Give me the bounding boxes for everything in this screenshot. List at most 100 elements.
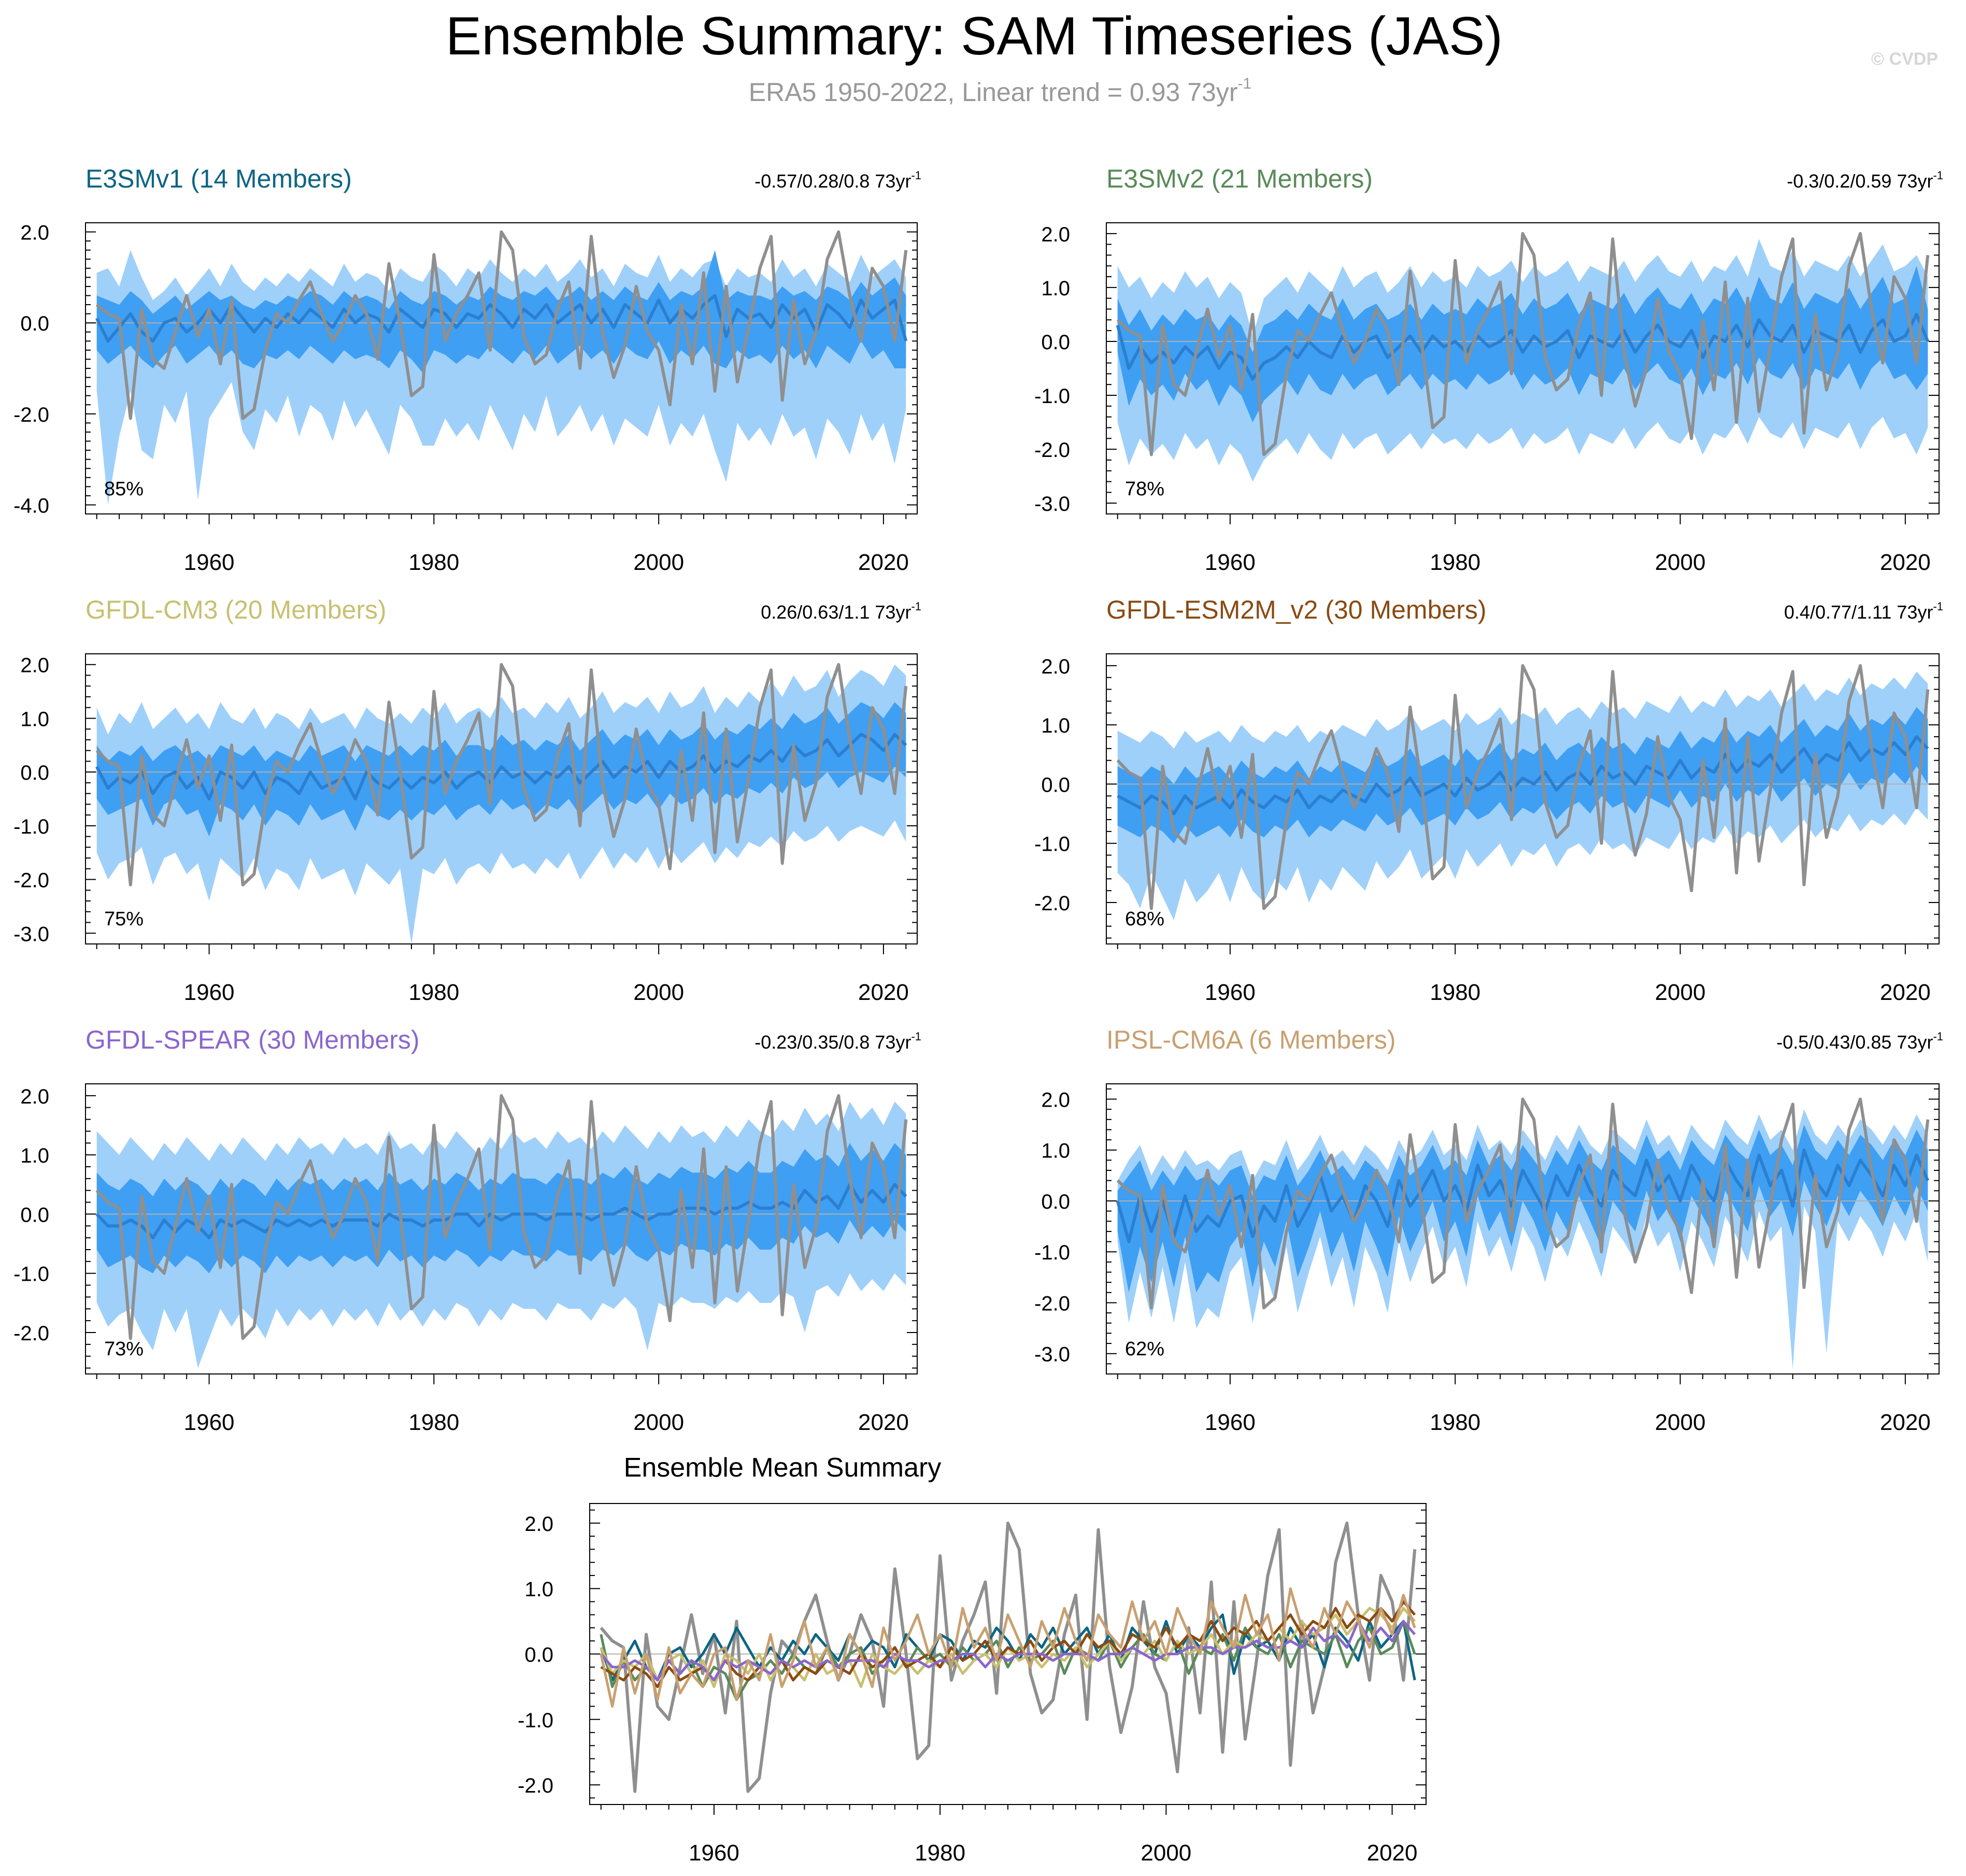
y-tick-label: 1.0 [20, 708, 49, 731]
y-tick-label: 1.0 [1041, 1140, 1070, 1163]
ensemble-mean-line [95, 733, 907, 800]
y-tick-label: 0.0 [20, 762, 49, 784]
panel-gfdl-esm2m-v2: 2.0 1.0 0.0 -1.0 -2.0 1960 1980 2000 2020 GFDL-ES… [1034, 595, 1943, 1005]
x-tick-label: 2000 [633, 1410, 684, 1435]
panel-gfdl-spear: 2.0 1.0 0.0 -1.0 -2.0 1960 1980 2000 2020 GFDL-SP… [13, 1025, 921, 1435]
x-tick-label: 2020 [1880, 980, 1931, 1005]
x-tick-label: 1960 [184, 550, 235, 575]
trend-range-text: 0.26/0.63/1.1 73yr [761, 602, 911, 623]
y-tick-label: 1.0 [20, 1144, 49, 1167]
x-tick-label: 2020 [1367, 1840, 1418, 1866]
trend-range-text: -0.57/0.28/0.8 73yr [754, 170, 911, 192]
x-tick-label: 2000 [1655, 1410, 1706, 1435]
y-tick-label: 0.0 [20, 1204, 49, 1226]
y-tick-label: -3.0 [13, 923, 49, 946]
y-tick-label: 1.0 [1041, 277, 1070, 300]
y-tick-label: 2.0 [20, 654, 49, 677]
inner-spread-band [1117, 1124, 1928, 1293]
inner-spread-band [96, 250, 906, 373]
x-tick-label: 1980 [915, 1840, 965, 1866]
percent-within-spread-label: 68% [1125, 908, 1164, 930]
panel-e3smv2: 2.0 1.0 0.0 -1.0 -2.0 -3.0 1960 1980 2000 2020 E3S… [1034, 164, 1943, 575]
percent-within-spread-label: 78% [1125, 478, 1164, 500]
trend-range-label: 0.26/0.63/1.1 73yr-1 [761, 600, 921, 623]
y-tick-label: 2.0 [524, 1513, 553, 1536]
figure-subtitle-superscript: -1 [1238, 75, 1252, 92]
trend-range-superscript: -1 [911, 600, 921, 613]
y-tick-label: -2.0 [518, 1774, 553, 1797]
x-tick-label: 2000 [633, 550, 684, 575]
x-tick-label: 2020 [858, 980, 909, 1005]
x-tick-label: 2020 [1880, 550, 1931, 575]
trend-range-text: 0.4/0.77/1.11 73yr [1784, 602, 1933, 623]
x-tick-label: 1960 [1205, 1410, 1256, 1435]
y-tick-label: -1.0 [1034, 385, 1070, 408]
panel-ipsl-cm6a: 2.0 1.0 0.0 -1.0 -2.0 -3.0 1960 1980 2000 2020 IPS… [1034, 1025, 1943, 1435]
x-tick-label: 1980 [1430, 550, 1480, 575]
figure-subtitle-text: ERA5 1950-2022, Linear trend = 0.93 73yr [749, 78, 1238, 107]
credit-watermark: © CVDP [1871, 49, 1938, 69]
ensemble-mean-line [1116, 1148, 1930, 1243]
trend-range-text: -0.5/0.43/0.85 73yr [1776, 1032, 1933, 1053]
panel-title: E3SMv2 (21 Members) [1106, 164, 1373, 193]
x-tick-label: 1960 [184, 1410, 235, 1435]
x-tick-label: 1960 [689, 1840, 739, 1866]
x-tick-label: 1980 [408, 1410, 459, 1435]
y-tick-label: -1.0 [518, 1709, 553, 1732]
observation-line [1116, 664, 1930, 910]
y-tick-label: -2.0 [1034, 439, 1070, 462]
inner-spread-band [1117, 707, 1928, 843]
y-tick-label: -3.0 [1034, 1343, 1070, 1366]
trend-range-superscript: -1 [1933, 1030, 1943, 1043]
panel-e3smv1: 2.0 0.0 -2.0 -4.0 1960 1980 2000 2020 E3SMv1 (14… [13, 164, 921, 575]
y-tick-label: 1.0 [524, 1578, 553, 1601]
y-tick-label: -3.0 [1034, 493, 1070, 515]
y-tick-label: 0.0 [1041, 1191, 1070, 1213]
panel-title: GFDL-ESM2M_v2 (30 Members) [1106, 595, 1487, 624]
percent-within-spread-label: 75% [104, 908, 144, 930]
x-tick-label: 1960 [1205, 980, 1256, 1005]
x-tick-label: 1980 [1430, 980, 1480, 1005]
x-tick-label: 2000 [1655, 550, 1706, 575]
ensemble-mean-line [95, 1183, 907, 1240]
series-line-ipsl-cm6a [600, 1587, 1416, 1708]
panel-title: E3SMv1 (14 Members) [86, 164, 352, 193]
y-tick-label: -1.0 [1034, 1241, 1070, 1264]
y-tick-label: 2.0 [20, 222, 49, 245]
x-tick-label: 1980 [1430, 1410, 1480, 1435]
inner-spread-band [96, 1143, 906, 1273]
y-tick-label: 1.0 [1041, 714, 1070, 737]
trend-range-superscript: -1 [911, 169, 921, 182]
panel-title: GFDL-CM3 (20 Members) [86, 595, 387, 624]
observation-line [95, 1094, 908, 1340]
trend-range-text: -0.3/0.2/0.59 73yr [1787, 170, 1933, 192]
percent-within-spread-label: 85% [104, 478, 144, 500]
inner-spread-band [1117, 266, 1928, 423]
y-tick-label: 2.0 [1041, 1089, 1070, 1111]
series-line-gfdl-esm2m-v2 [600, 1600, 1416, 1688]
x-tick-label: 2000 [1141, 1840, 1191, 1866]
y-tick-label: -1.0 [1034, 833, 1070, 856]
observation-line [1116, 1097, 1930, 1310]
series-line-gfdl-spear [600, 1620, 1416, 1682]
y-tick-label: -2.0 [13, 404, 49, 426]
y-tick-label: 2.0 [1041, 223, 1070, 246]
x-tick-label: 2020 [858, 550, 909, 575]
trend-range-text: -0.23/0.35/0.8 73yr [754, 1032, 911, 1053]
trend-range-superscript: -1 [911, 1030, 921, 1043]
x-tick-label: 1960 [184, 980, 235, 1005]
y-tick-label: -1.0 [13, 1263, 49, 1286]
ensemble-mean-line [1117, 735, 1929, 815]
y-tick-label: -1.0 [13, 815, 49, 838]
observation-line [600, 1521, 1417, 1793]
panel-title: IPSL-CM6A (6 Members) [1106, 1025, 1395, 1054]
y-tick-label: -2.0 [1034, 1292, 1070, 1315]
figure-subtitle: ERA5 1950-2022, Linear trend = 0.93 73yr… [749, 75, 1251, 107]
x-tick-label: 2000 [633, 980, 684, 1005]
panel-gfdl-cm3: 2.0 1.0 0.0 -1.0 -2.0 -3.0 1960 1980 2000 2020 GFD… [13, 595, 921, 1005]
ensemble-mean-line [1116, 312, 1930, 381]
summary-panel-title: Ensemble Mean Summary [624, 1453, 942, 1483]
trend-range-label: -0.23/0.35/0.8 73yr-1 [754, 1030, 921, 1053]
percent-within-spread-label: 73% [104, 1338, 144, 1360]
y-tick-label: 0.0 [1041, 331, 1070, 354]
